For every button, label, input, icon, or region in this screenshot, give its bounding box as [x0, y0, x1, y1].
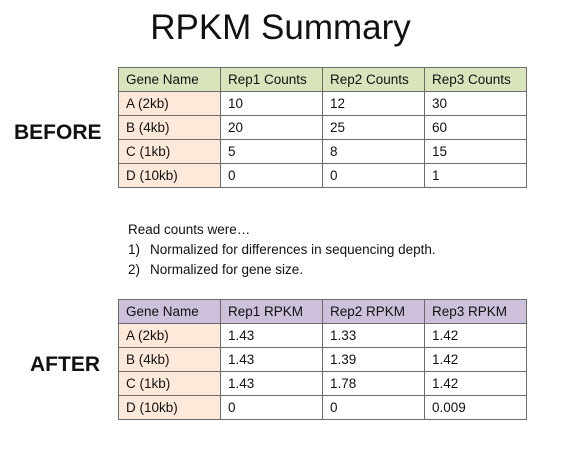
table-row: C (1kb) 1.43 1.78 1.42 — [118, 371, 527, 396]
rpkm-cell: 1.43 — [220, 323, 323, 348]
gene-name-cell: C (1kb) — [118, 371, 221, 396]
column-header: Rep1 Counts — [220, 67, 323, 92]
normalization-notes: Read counts were… 1) Normalized for diffe… — [128, 220, 436, 280]
rpkm-cell: 1.42 — [424, 347, 527, 372]
column-header: Gene Name — [118, 67, 221, 92]
count-cell: 15 — [424, 139, 527, 164]
after-table: Gene Name Rep1 RPKM Rep2 RPKM Rep3 RPKM … — [118, 299, 527, 420]
count-cell: 1 — [424, 163, 527, 188]
rpkm-cell: 1.33 — [322, 323, 425, 348]
gene-name-cell: B (4kb) — [118, 115, 221, 140]
gene-name-cell: B (4kb) — [118, 347, 221, 372]
notes-item-number: 1) — [128, 242, 141, 257]
table-row: B (4kb) 1.43 1.39 1.42 — [118, 347, 527, 372]
table-row: D (10kb) 0 0 0.009 — [118, 395, 527, 420]
table-row: A (2kb) 1.43 1.33 1.42 — [118, 323, 527, 348]
column-header: Rep2 RPKM — [322, 299, 425, 324]
count-cell: 8 — [322, 139, 425, 164]
after-label: AFTER — [30, 353, 100, 376]
notes-intro: Read counts were… — [128, 222, 251, 237]
count-cell: 5 — [220, 139, 323, 164]
rpkm-cell: 1.42 — [424, 323, 527, 348]
before-label: BEFORE — [14, 121, 102, 144]
rpkm-cell: 0 — [220, 395, 323, 420]
count-cell: 10 — [220, 91, 323, 116]
table-row: B (4kb) 20 25 60 — [118, 115, 527, 140]
header-row: Gene Name Rep1 Counts Rep2 Counts Rep3 C… — [118, 67, 527, 92]
count-cell: 0 — [322, 163, 425, 188]
column-header: Gene Name — [118, 299, 221, 324]
gene-name-cell: A (2kb) — [118, 91, 221, 116]
column-header: Rep3 Counts — [424, 67, 527, 92]
rpkm-cell: 1.42 — [424, 371, 527, 396]
notes-item: 2) Normalized for gene size. — [128, 260, 436, 280]
column-header: Rep1 RPKM — [220, 299, 323, 324]
count-cell: 0 — [220, 163, 323, 188]
column-header: Rep2 Counts — [322, 67, 425, 92]
notes-item: 1) Normalized for differences in sequenci… — [128, 240, 436, 260]
table-row: D (10kb) 0 0 1 — [118, 163, 527, 188]
page-title: RPKM Summary — [150, 8, 411, 47]
table-row: A (2kb) 10 12 30 — [118, 91, 527, 116]
count-cell: 20 — [220, 115, 323, 140]
gene-name-cell: A (2kb) — [118, 323, 221, 348]
count-cell: 30 — [424, 91, 527, 116]
count-cell: 25 — [322, 115, 425, 140]
rpkm-cell: 1.43 — [220, 347, 323, 372]
rpkm-cell: 1.43 — [220, 371, 323, 396]
before-table: Gene Name Rep1 Counts Rep2 Counts Rep3 C… — [118, 67, 527, 188]
gene-name-cell: D (10kb) — [118, 395, 221, 420]
notes-item-number: 2) — [128, 262, 141, 277]
gene-name-cell: C (1kb) — [118, 139, 221, 164]
count-cell: 12 — [322, 91, 425, 116]
notes-item-text: Normalized for gene size. — [150, 262, 304, 277]
header-row: Gene Name Rep1 RPKM Rep2 RPKM Rep3 RPKM — [118, 299, 527, 324]
gene-name-cell: D (10kb) — [118, 163, 221, 188]
column-header: Rep3 RPKM — [424, 299, 527, 324]
rpkm-cell: 0 — [322, 395, 425, 420]
rpkm-cell: 1.39 — [322, 347, 425, 372]
rpkm-cell: 0.009 — [424, 395, 527, 420]
notes-item-text: Normalized for differences in sequencing… — [150, 242, 436, 257]
rpkm-cell: 1.78 — [322, 371, 425, 396]
table-row: C (1kb) 5 8 15 — [118, 139, 527, 164]
count-cell: 60 — [424, 115, 527, 140]
